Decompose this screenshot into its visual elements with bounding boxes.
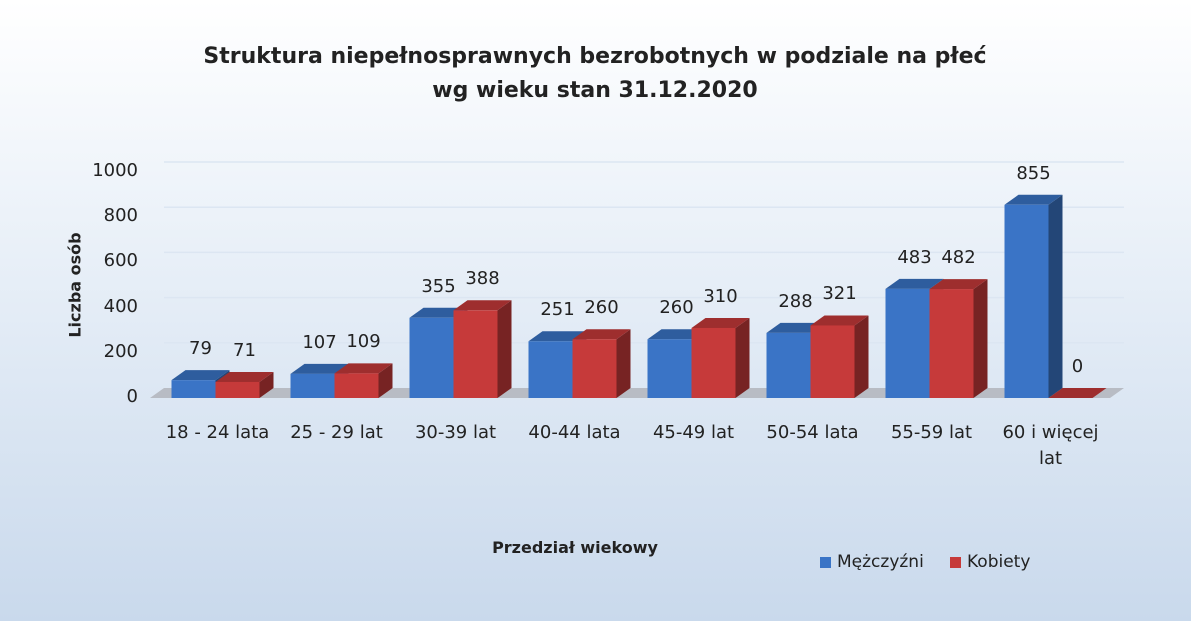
x-tick-label: 50-54 lata — [766, 422, 859, 443]
bar-top — [647, 329, 706, 340]
data-label: 251 — [540, 299, 575, 321]
bar — [572, 329, 631, 398]
bar-top — [691, 317, 750, 328]
bar-top — [1004, 194, 1063, 205]
data-label: 855 — [1016, 162, 1051, 184]
bar-side — [616, 329, 631, 398]
bar — [171, 370, 230, 398]
data-label: 0 — [1071, 356, 1084, 377]
bar-top — [885, 278, 944, 289]
bar-front — [171, 380, 216, 398]
bar — [929, 279, 988, 398]
bar — [691, 317, 750, 398]
bar-front — [691, 327, 736, 398]
bar-front — [810, 325, 855, 398]
data-label: 321 — [822, 283, 857, 305]
y-tick-label: 600 — [103, 250, 138, 272]
bar-front — [215, 381, 260, 398]
data-label: 79 — [189, 338, 212, 360]
data-label: 260 — [584, 297, 619, 319]
y-tick-label: 200 — [103, 340, 138, 362]
bar-front — [334, 373, 379, 398]
bar-top — [766, 322, 825, 333]
bar-front — [1004, 204, 1049, 398]
bar — [334, 363, 393, 398]
bar-side — [973, 279, 988, 398]
legend-item: Kobiety — [950, 552, 1030, 572]
data-label: 109 — [346, 331, 381, 353]
x-tick-label: 30-39 lat — [414, 422, 497, 443]
legend-item: Mężczyźni — [820, 552, 924, 572]
bar-side — [378, 363, 393, 398]
bar-front — [409, 317, 454, 398]
bar-front — [572, 339, 617, 398]
legend-label: Kobiety — [967, 552, 1031, 572]
data-label: 107 — [302, 331, 337, 353]
bar-top — [409, 307, 468, 318]
data-label: 310 — [703, 285, 738, 307]
legend-swatch — [820, 556, 831, 568]
x-tick-label: 18 - 24 lata — [165, 422, 270, 443]
data-label: 388 — [465, 268, 500, 290]
bar-top — [453, 300, 512, 311]
bar-side — [1048, 194, 1063, 398]
y-tick-label: 400 — [103, 295, 138, 317]
bar-front — [453, 310, 498, 398]
bar-top — [929, 279, 988, 290]
bar-top — [810, 315, 869, 326]
bar-front — [885, 288, 930, 398]
bar-side — [259, 371, 274, 398]
bar-front — [290, 373, 335, 398]
bar-front — [647, 339, 692, 398]
data-label: 483 — [897, 246, 932, 268]
bar-top — [1048, 388, 1107, 398]
data-label: 355 — [421, 275, 456, 297]
bar-top — [215, 371, 274, 382]
x-tick-label: 45-49 lat — [652, 422, 735, 443]
data-label: 482 — [941, 247, 976, 269]
chart-title: Struktura niepełnosprawnych bezrobotnych… — [203, 44, 987, 103]
legend-label: Mężczyźni — [837, 552, 924, 572]
y-tick-label: 1000 — [92, 160, 138, 181]
bar-front — [528, 341, 573, 398]
data-label: 260 — [659, 297, 694, 319]
y-tick-label: 0 — [126, 386, 138, 407]
bar — [1048, 388, 1107, 398]
bar — [453, 300, 512, 398]
bar-side — [854, 315, 869, 398]
legend-swatch — [950, 556, 961, 568]
y-tick-label: 800 — [103, 205, 138, 227]
x-tick-label: 25 - 29 lat — [290, 422, 383, 443]
bar-top — [572, 329, 631, 340]
bar — [215, 371, 274, 398]
bar-top — [334, 363, 393, 374]
bar-front — [766, 332, 811, 398]
bar-side — [497, 300, 512, 398]
y-axis-label: Liczba osób — [65, 232, 85, 338]
x-tick-label: 40-44 lata — [528, 422, 621, 443]
data-label: 71 — [233, 339, 256, 361]
bar-side — [735, 317, 750, 398]
bar-top — [528, 331, 587, 342]
floor — [150, 388, 1124, 398]
x-tick-label: 60 i więcej lat — [1002, 422, 1099, 469]
bar — [810, 315, 869, 398]
x-tick-label: 55-59 lat — [890, 422, 973, 443]
bar-front — [929, 289, 974, 398]
bar — [1004, 194, 1063, 398]
x-axis-label: Przedział wiekowy — [492, 538, 658, 557]
data-label: 288 — [778, 290, 813, 312]
bar-top — [171, 370, 230, 381]
bar-top — [290, 363, 349, 374]
